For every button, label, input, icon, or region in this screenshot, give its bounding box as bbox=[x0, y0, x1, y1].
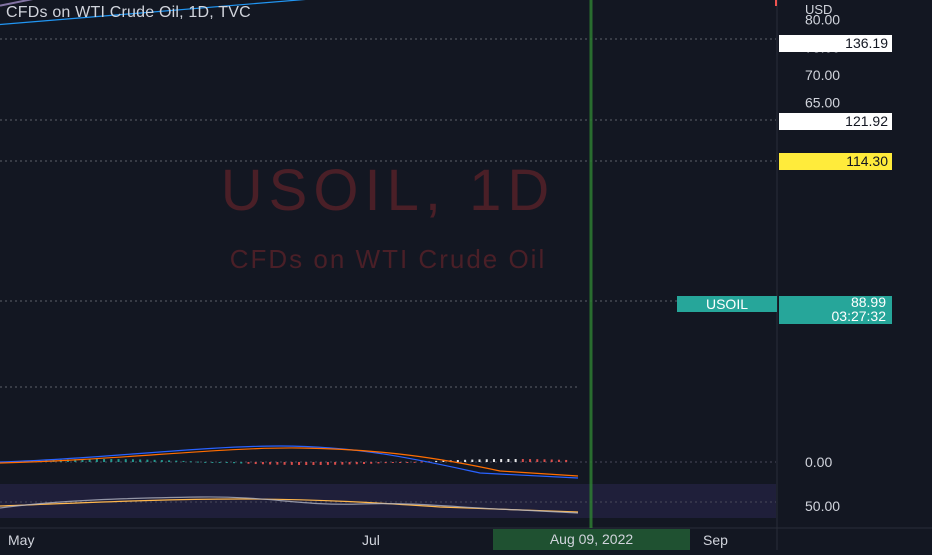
bar-countdown: 03:27:32 bbox=[831, 308, 887, 324]
price-tag-136: 136.19 bbox=[779, 35, 892, 52]
macd-histogram-bar bbox=[240, 462, 243, 464]
crosshair-date-label: Aug 09, 2022 bbox=[493, 529, 690, 550]
macd-histogram-bar bbox=[557, 459, 560, 462]
macd-histogram-bar bbox=[348, 462, 351, 465]
macd-histogram-bar bbox=[456, 460, 459, 462]
price-tag-121: 121.92 bbox=[779, 113, 892, 130]
macd-histogram-bar bbox=[103, 459, 106, 462]
macd-histogram-bar bbox=[543, 459, 546, 462]
macd-histogram-bar bbox=[435, 460, 438, 462]
price-tick-65.00: 65.00 bbox=[805, 95, 840, 111]
macd-histogram-bar bbox=[211, 462, 214, 463]
macd-histogram-bar bbox=[153, 459, 156, 462]
watermark-layer: USOIL, 1D CFDs on WTI Crude Oil bbox=[221, 158, 555, 274]
macd-line bbox=[0, 445, 579, 479]
macd-histogram-bar bbox=[514, 459, 517, 462]
macd-histogram-bar bbox=[139, 459, 142, 462]
price-axis-layer: 140.00130.00125.00120.00110.00105.00100.… bbox=[805, 12, 840, 514]
macd-histogram-bar bbox=[363, 462, 365, 464]
macd-histogram-bar bbox=[500, 459, 503, 462]
x-label-jul: Jul bbox=[362, 532, 380, 548]
macd-histogram-bar bbox=[384, 462, 387, 464]
macd-histogram-bar bbox=[420, 461, 423, 463]
macd-histogram-bar bbox=[529, 459, 532, 462]
macd-histogram-bar bbox=[391, 462, 394, 463]
indicator-layer bbox=[0, 445, 579, 514]
macd-histogram-bar bbox=[341, 462, 344, 465]
macd-histogram-bar bbox=[182, 460, 185, 462]
macd-tick-zero: 0.00 bbox=[805, 454, 832, 470]
macd-histogram-bar bbox=[298, 462, 301, 465]
macd-histogram-bar bbox=[88, 459, 91, 462]
price-tick-70.00: 70.00 bbox=[805, 67, 840, 83]
current-price-tag: 88.99 03:27:32 bbox=[779, 294, 892, 324]
macd-histogram-bar bbox=[507, 459, 510, 462]
macd-histogram-bar bbox=[312, 462, 315, 465]
macd-histogram-bar bbox=[406, 462, 409, 463]
price-tag-114: 114.30 bbox=[779, 153, 892, 170]
currency-label: USD bbox=[805, 2, 833, 17]
macd-histogram-bar bbox=[160, 460, 163, 462]
macd-histogram-bar bbox=[74, 459, 77, 462]
macd-histogram-bar bbox=[334, 462, 337, 465]
macd-histogram-bar bbox=[478, 459, 481, 462]
macd-histogram-bar bbox=[399, 462, 402, 463]
macd-histogram-bar bbox=[254, 462, 257, 465]
macd-histogram-bar bbox=[95, 459, 98, 462]
macd-histogram-bar bbox=[550, 459, 553, 462]
macd-histogram-bar bbox=[233, 462, 236, 464]
macd-histogram-bar bbox=[370, 462, 373, 464]
macd-histogram-bar bbox=[492, 459, 495, 462]
macd-histogram-bar bbox=[218, 462, 221, 463]
macd-histogram-bar bbox=[189, 461, 192, 463]
ascending-trendline-lower bbox=[0, 0, 306, 26]
watermark-name: CFDs on WTI Crude Oil bbox=[230, 244, 547, 274]
macd-histogram-bar bbox=[175, 460, 178, 462]
macd-signal-line bbox=[0, 447, 579, 477]
macd-histogram-bar bbox=[146, 459, 149, 462]
macd-histogram-bar bbox=[261, 462, 264, 465]
x-label-sep: Sep bbox=[703, 532, 728, 548]
macd-histogram-bar bbox=[196, 461, 199, 463]
rsi-tick-fifty: 50.00 bbox=[805, 498, 840, 514]
macd-histogram-bar bbox=[168, 460, 171, 462]
macd-histogram-bar bbox=[442, 460, 445, 462]
macd-histogram-bar bbox=[247, 462, 250, 464]
macd-histogram-bar bbox=[225, 462, 228, 463]
symbol-price-label: USOIL bbox=[677, 296, 777, 312]
macd-histogram-bar bbox=[521, 459, 524, 462]
macd-histogram-bar bbox=[283, 462, 286, 465]
macd-histogram-bar bbox=[485, 459, 488, 462]
macd-histogram-bar bbox=[131, 459, 134, 462]
macd-histogram-bar bbox=[464, 459, 467, 462]
macd-histogram-bar bbox=[413, 461, 416, 463]
trendline-layer: 0.7861.6182.618 bbox=[0, 0, 306, 26]
macd-histogram-bar bbox=[269, 462, 272, 465]
macd-histogram-bar bbox=[326, 462, 329, 465]
macd-histogram-bar bbox=[377, 462, 380, 464]
current-price: 88.99 bbox=[850, 294, 886, 310]
macd-histogram-bar bbox=[124, 459, 127, 462]
macd-histogram-bar bbox=[565, 459, 568, 462]
macd-histogram-bar bbox=[276, 462, 279, 465]
macd-histogram-bar bbox=[204, 461, 207, 463]
macd-histogram-bar bbox=[117, 459, 120, 462]
macd-histogram-bar bbox=[536, 459, 539, 462]
rsi-line bbox=[0, 496, 579, 514]
macd-histogram-bar bbox=[290, 462, 293, 465]
chart-title: CFDs on WTI Crude Oil, 1D, TVC bbox=[6, 4, 251, 21]
macd-histogram-bar bbox=[319, 462, 322, 465]
macd-histogram-bar bbox=[81, 459, 84, 462]
x-label-may: May bbox=[8, 532, 35, 548]
macd-histogram-bar bbox=[110, 459, 113, 462]
macd-histogram-bar bbox=[355, 462, 358, 465]
price-tick-80.00: 80.00 bbox=[805, 12, 840, 28]
watermark-symbol: USOIL, 1D bbox=[221, 158, 555, 223]
macd-histogram-bar bbox=[305, 462, 308, 465]
macd-histogram-bar bbox=[471, 459, 474, 462]
